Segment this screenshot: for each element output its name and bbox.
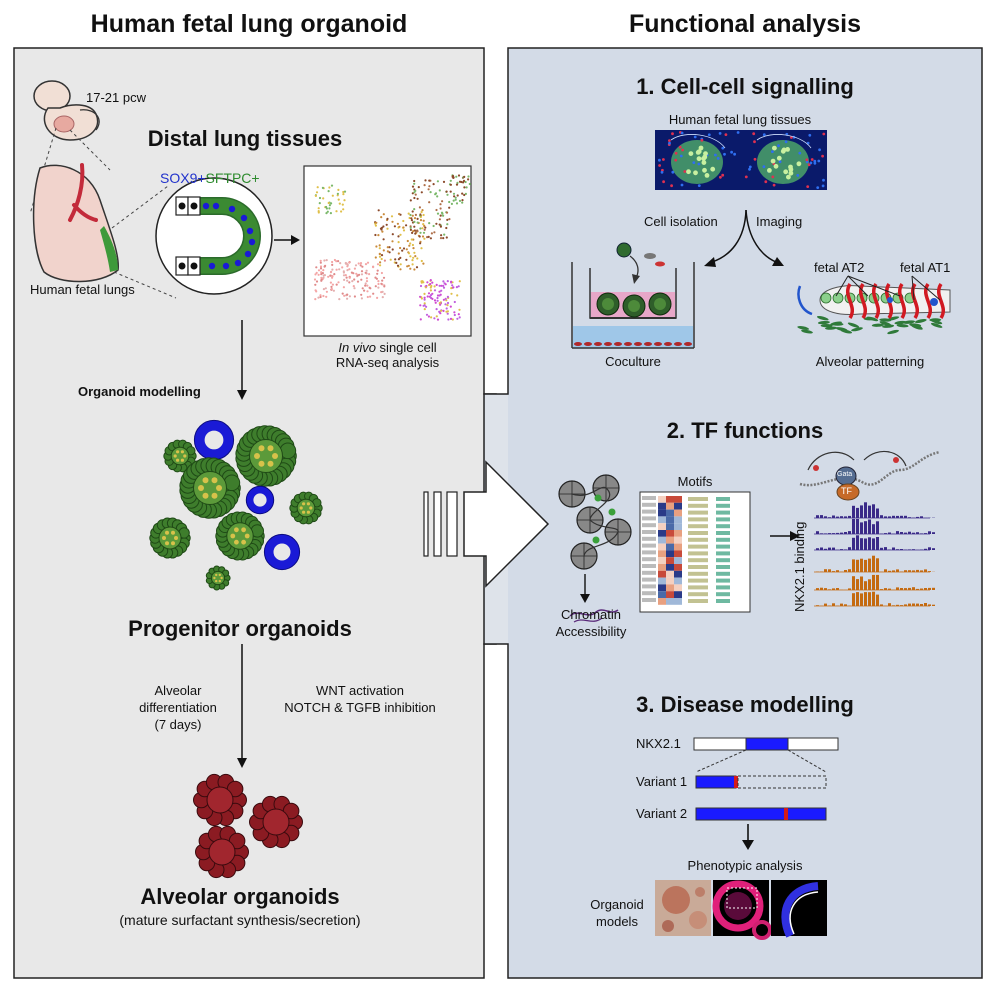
chromatin-line1: Chromatin (561, 607, 621, 622)
tf-label: TF (841, 486, 852, 496)
diff-line3: (7 days) (154, 717, 202, 732)
s3-v1-label: Variant 1 (636, 774, 688, 789)
distal-title: Distal lung tissues (147, 126, 343, 151)
progenitor-organoids-icon (149, 419, 323, 591)
signal-line2: NOTCH & TGFB inhibition (284, 700, 436, 715)
left-header: Human fetal lung organoid (90, 10, 408, 38)
alveolar-organoids-icon (193, 773, 304, 879)
scrna-rest: single cell (375, 340, 437, 355)
s1-patterning-label: Alveolar patterning (815, 354, 925, 369)
organoid-model-image-2 (712, 880, 772, 940)
transwell-icon (571, 242, 695, 349)
nkx21-gene-bar (693, 737, 839, 751)
organoid-model-image-3 (771, 880, 827, 938)
track-plot (814, 502, 935, 607)
s3-models-label: Organoid models (584, 896, 650, 930)
organoid-model-image-1 (655, 880, 711, 936)
umap-plot (303, 165, 472, 337)
scrna-line2: RNA-seq analysis (335, 355, 440, 370)
s1-tissues-label: Human fetal lung tissues (668, 112, 812, 127)
organoid-modelling-label: Organoid modelling (78, 384, 201, 399)
s1-at1-label: fetal AT1 (900, 260, 951, 275)
s2-motifs-label: Motifs (677, 474, 713, 489)
scrna-italic: In vivo (338, 340, 376, 355)
progenitor-title: Progenitor organoids (128, 616, 352, 641)
chromatin-icon (558, 474, 632, 570)
diff-line2: differentiation (139, 700, 217, 715)
right-header: Functional analysis (628, 10, 861, 38)
marker-label: SOX9+SFTPC+ (160, 170, 260, 186)
s1-imaging-label: Imaging (756, 214, 803, 229)
scrna-label: In vivo single cell RNA-seq analysis (304, 340, 471, 370)
s2-binding-label: NKX2.1 binding (792, 521, 807, 612)
s2-chromatin-label: Chromatin Accessibility (546, 606, 636, 640)
differentiation-label: Alveolar differentiation (7 days) (126, 682, 230, 733)
signal-line1: WNT activation (316, 683, 404, 698)
embryo-icon (33, 80, 100, 141)
s1-title: 1. Cell-cell signalling (636, 74, 854, 99)
s3-v2-label: Variant 2 (636, 806, 688, 821)
alveolar-subtitle: (mature surfactant synthesis/secretion) (119, 912, 361, 928)
tf-binding-schematic (799, 450, 941, 501)
variant2-bar (695, 807, 827, 821)
alveolar-title: Alveolar organoids (140, 884, 340, 909)
s3-nkx-label: NKX2.1 (636, 736, 681, 751)
fetal-lungs-label: Human fetal lungs (30, 282, 135, 297)
sox9-label: SOX9+ (160, 170, 206, 186)
signalling-label: WNT activation NOTCH & TGFB inhibition (270, 682, 450, 716)
heatmap-icon (639, 491, 751, 613)
sftpc-label: SFTPC+ (205, 170, 260, 186)
lung-icon (32, 163, 119, 283)
s1-coculture-label: Coculture (605, 354, 661, 369)
tissue-image-1 (655, 130, 741, 190)
big-arrow-icon (423, 460, 550, 588)
tissue-image-2 (741, 130, 827, 190)
s1-at2-label: fetal AT2 (814, 260, 865, 275)
variant1-bar (695, 775, 827, 789)
s3-phenotypic-label: Phenotypic analysis (687, 858, 803, 873)
models-line2: models (596, 914, 638, 929)
chromatin-line2: Accessibility (555, 624, 627, 639)
gene-label: Gata (837, 471, 853, 478)
diff-line1: Alveolar (154, 683, 202, 698)
age-label: 17-21 pcw (86, 90, 146, 105)
s3-title: 3. Disease modelling (636, 692, 854, 717)
s2-title: 2. TF functions (666, 418, 824, 443)
alveolus-icon (797, 275, 951, 335)
s1-isolation-label: Cell isolation (644, 214, 718, 229)
models-line1: Organoid (590, 897, 644, 912)
crypt-icon (155, 177, 273, 295)
